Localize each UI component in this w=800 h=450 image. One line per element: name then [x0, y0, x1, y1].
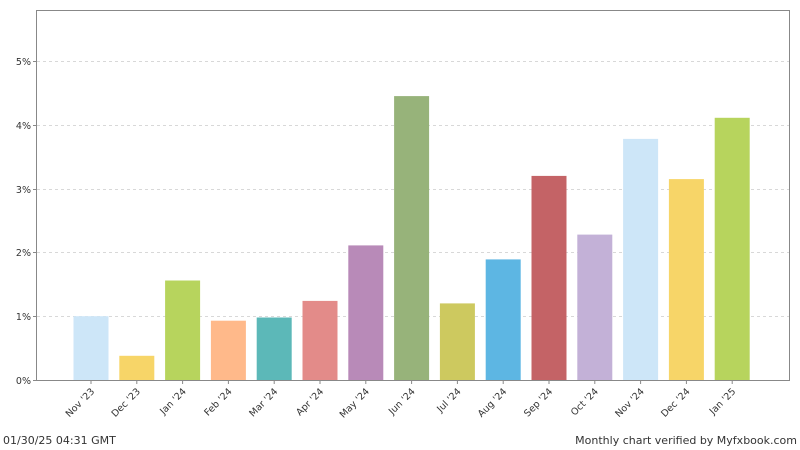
bar[interactable] [668, 179, 704, 380]
y-tick-label: 2% [16, 248, 31, 259]
x-tick-label: Dec '24 [659, 386, 692, 419]
x-tick-label: Nov '23 [64, 386, 97, 419]
bar[interactable] [394, 96, 430, 380]
bar[interactable] [210, 320, 246, 380]
bar[interactable] [623, 138, 659, 380]
x-tick-label: May '24 [338, 386, 372, 420]
bar[interactable] [531, 175, 567, 380]
bar[interactable] [714, 117, 750, 381]
bars [73, 96, 750, 381]
bar[interactable] [439, 303, 475, 380]
x-tick-label: Jul '24 [434, 386, 463, 415]
x-tick-label: Dec '23 [110, 386, 143, 419]
bar[interactable] [577, 234, 613, 380]
x-tick-label: Sep '24 [522, 386, 555, 419]
grid-lines [37, 61, 789, 317]
x-tick-label: Jun '24 [386, 386, 418, 418]
chart-timestamp: 01/30/25 04:31 GMT [3, 434, 116, 447]
plot-area-frame [36, 10, 790, 381]
x-tick-label: Apr '24 [294, 386, 326, 418]
y-tick-label: 0% [16, 376, 31, 387]
x-tick-label: Mar '24 [247, 386, 280, 419]
bar[interactable] [348, 245, 384, 380]
x-tick-label: Feb '24 [202, 386, 234, 418]
y-tick-label: 3% [16, 185, 31, 196]
y-tick-label: 5% [16, 57, 31, 68]
verified-by-label: Monthly chart verified by Myfxbook.com [575, 434, 797, 447]
bar[interactable] [73, 316, 109, 380]
bar[interactable] [302, 300, 338, 380]
x-tick-label: Oct '24 [569, 386, 601, 418]
x-tick-label: Nov '24 [613, 386, 646, 419]
x-tick-label: Jan '24 [157, 386, 188, 417]
x-tick-label: Aug '24 [476, 386, 509, 419]
bar[interactable] [119, 355, 155, 380]
y-axis: 0% 1% 2% 3% 4% 5% [16, 57, 37, 387]
y-tick-label: 1% [16, 312, 31, 323]
x-tick-label: Jan '25 [707, 386, 738, 417]
y-tick-label: 4% [16, 121, 31, 132]
bar[interactable] [485, 259, 521, 380]
bar[interactable] [256, 317, 292, 381]
x-axis: Nov '23 Dec '23 Jan '24 Feb '24 Mar '24 Apr '… [64, 380, 738, 421]
bar[interactable] [165, 280, 201, 381]
